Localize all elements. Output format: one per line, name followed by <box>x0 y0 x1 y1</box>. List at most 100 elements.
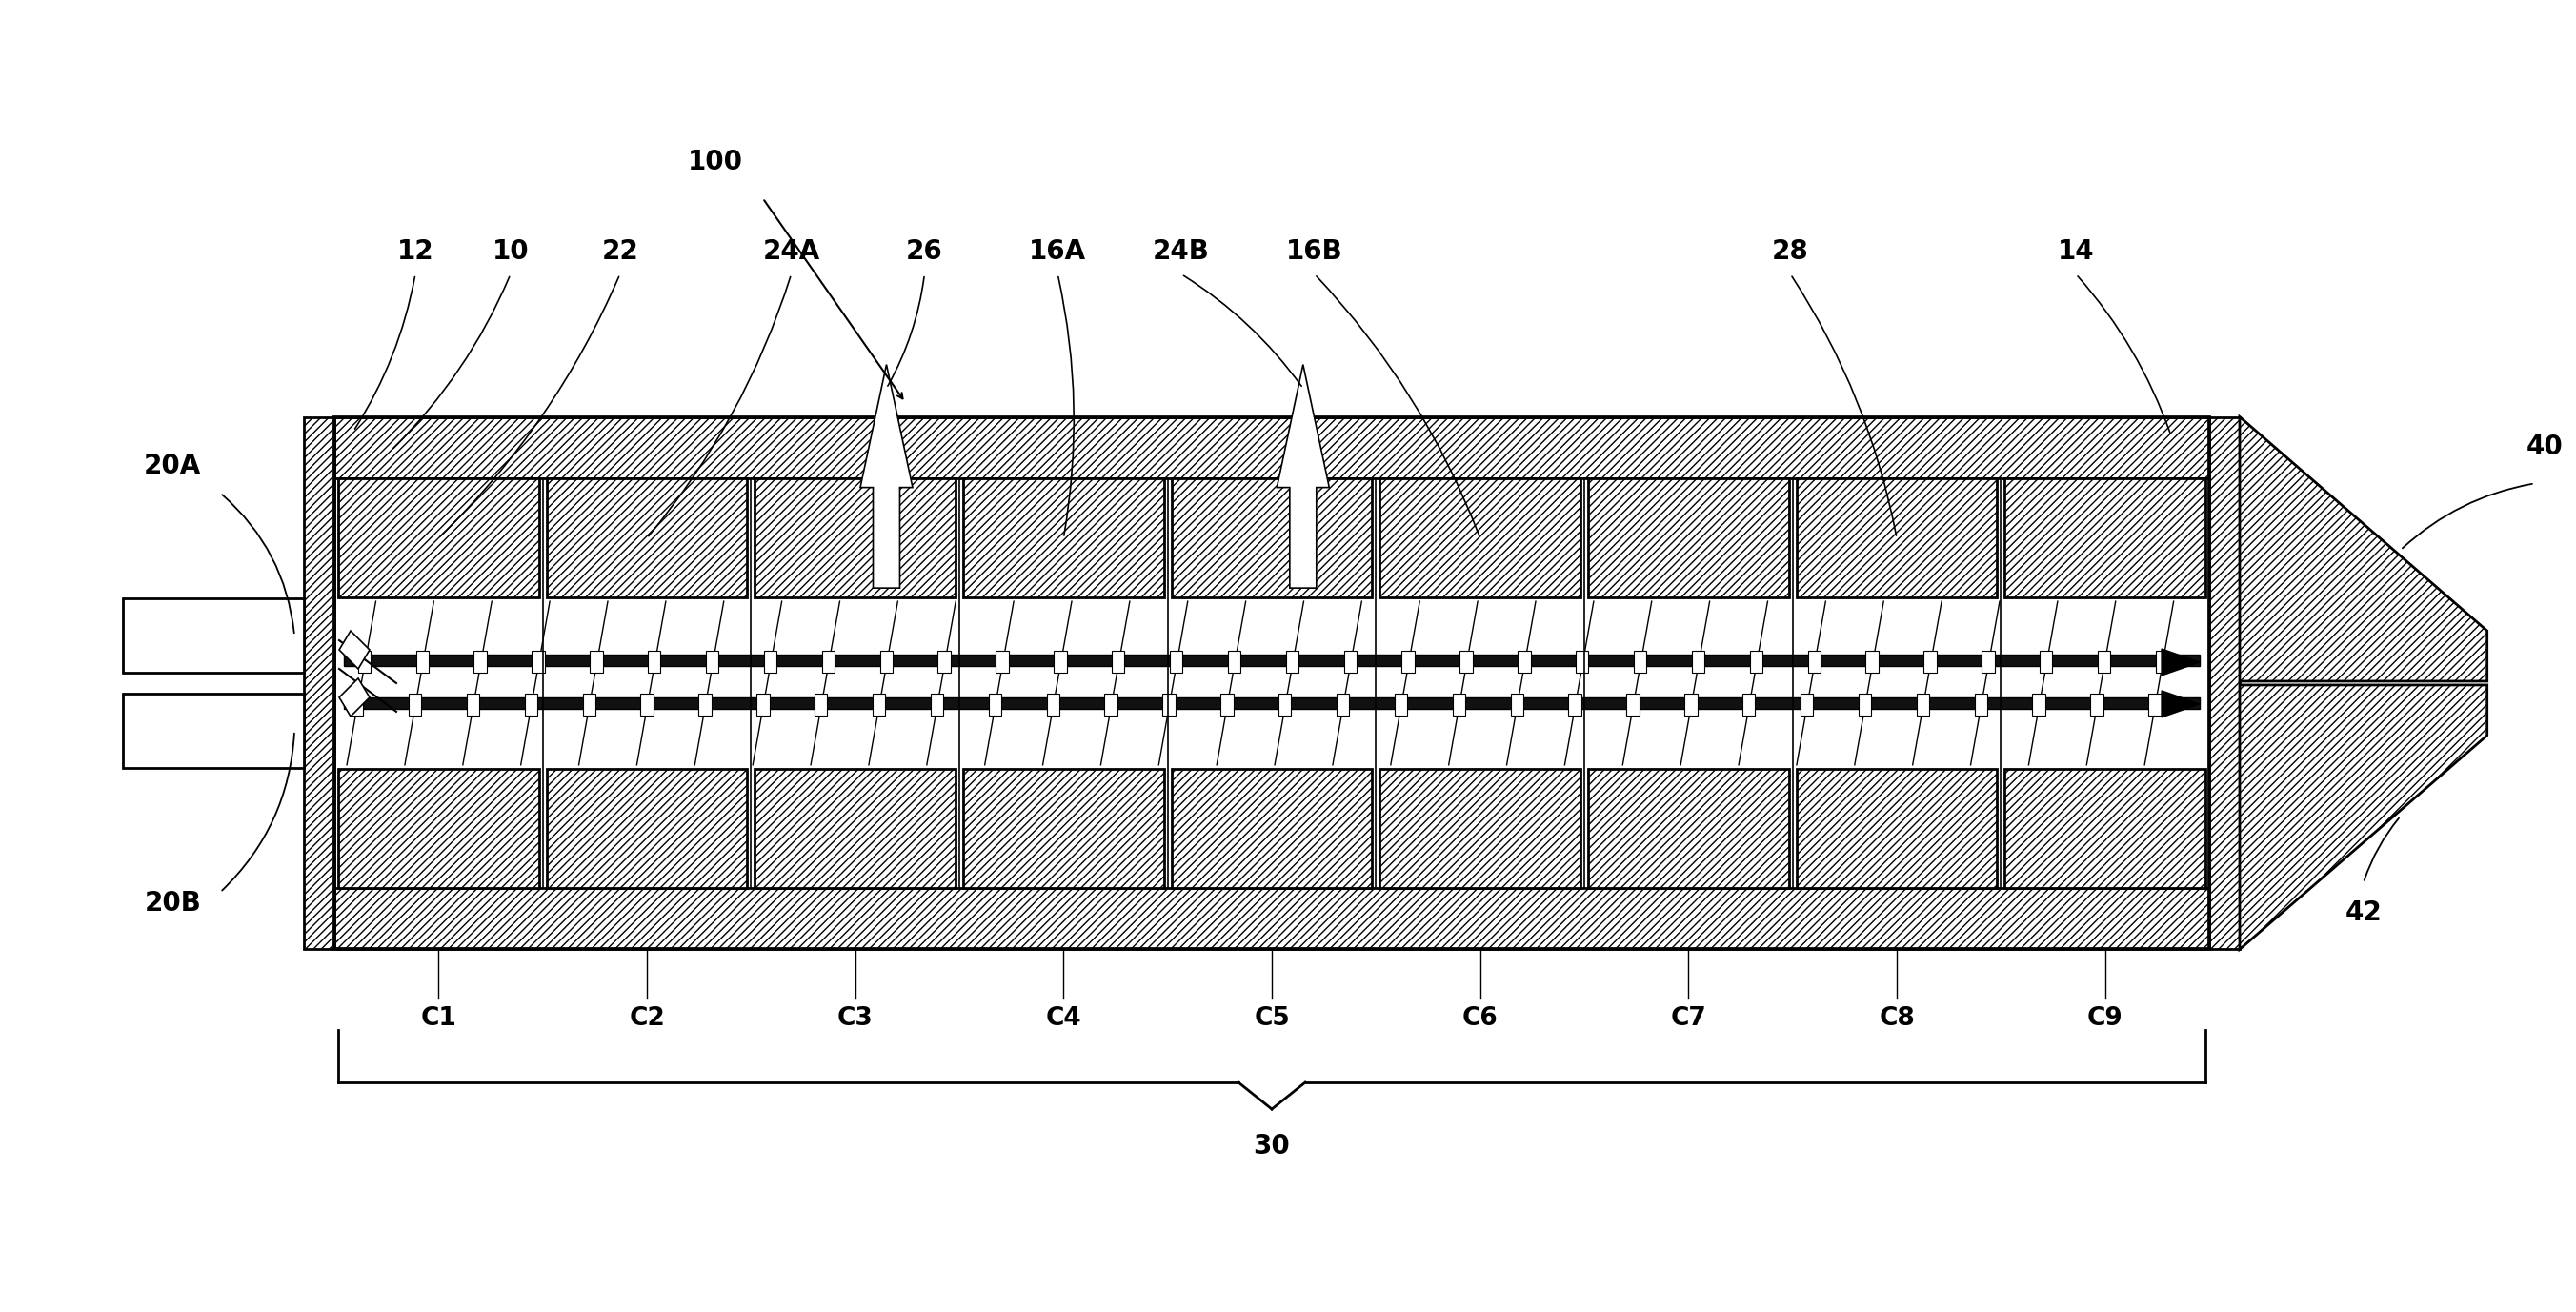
Bar <box>345 698 2200 708</box>
Bar <box>345 655 2200 666</box>
Bar <box>1394 693 1406 715</box>
Text: 12: 12 <box>397 237 433 265</box>
Bar <box>814 693 827 715</box>
Bar <box>1046 693 1059 715</box>
Bar <box>822 651 835 673</box>
Bar <box>335 417 2210 950</box>
Bar <box>1569 693 1582 715</box>
Bar <box>930 693 943 715</box>
Polygon shape <box>2239 685 2486 950</box>
Bar <box>546 769 747 887</box>
Bar <box>2097 651 2110 673</box>
Polygon shape <box>340 631 368 669</box>
Bar <box>1170 651 1182 673</box>
Bar <box>1795 769 1996 887</box>
Bar <box>698 693 711 715</box>
Bar <box>124 598 304 673</box>
Text: 100: 100 <box>688 148 742 176</box>
Bar <box>881 651 891 673</box>
Text: C1: C1 <box>420 1006 456 1031</box>
Text: 20A: 20A <box>144 453 201 480</box>
Bar <box>765 651 775 673</box>
Bar <box>755 769 956 887</box>
Bar <box>755 479 956 597</box>
Bar <box>304 417 335 950</box>
Bar <box>2004 769 2205 887</box>
Bar <box>1808 651 1821 673</box>
Bar <box>466 693 479 715</box>
Bar <box>358 651 371 673</box>
Bar <box>1337 693 1350 715</box>
Text: C9: C9 <box>2087 1006 2123 1031</box>
Text: C5: C5 <box>1255 1006 1291 1031</box>
Text: 16B: 16B <box>1285 237 1342 265</box>
Text: 22: 22 <box>600 237 639 265</box>
Bar <box>1917 693 1929 715</box>
Bar <box>337 769 538 887</box>
Bar <box>963 479 1164 597</box>
Bar <box>757 693 770 715</box>
Bar <box>337 479 538 597</box>
Text: 14: 14 <box>2058 237 2094 265</box>
Bar <box>415 651 428 673</box>
Text: 28: 28 <box>1772 237 1808 265</box>
Bar <box>1795 479 1996 597</box>
Text: 20B: 20B <box>144 891 201 917</box>
Bar <box>1461 651 1473 673</box>
Bar <box>1625 693 1638 715</box>
Bar <box>641 693 654 715</box>
Bar <box>1741 693 1754 715</box>
Bar <box>1510 693 1522 715</box>
Bar <box>590 651 603 673</box>
Bar <box>2148 693 2161 715</box>
Bar <box>1973 693 1986 715</box>
Bar <box>1577 651 1589 673</box>
Bar <box>1692 651 1705 673</box>
Bar <box>706 651 719 673</box>
Bar <box>1381 479 1582 597</box>
Text: 24B: 24B <box>1154 237 1211 265</box>
Bar <box>531 651 544 673</box>
Bar <box>1278 693 1291 715</box>
Bar <box>1172 479 1373 597</box>
Polygon shape <box>2239 417 2486 681</box>
Bar <box>1172 769 1373 887</box>
Text: 40: 40 <box>2524 434 2563 461</box>
Bar <box>1924 651 1937 673</box>
Bar <box>1345 651 1358 673</box>
Bar <box>1381 769 1582 887</box>
Bar <box>1749 651 1762 673</box>
Text: C7: C7 <box>1669 1006 1705 1031</box>
Text: 30: 30 <box>1255 1132 1291 1160</box>
Bar <box>2032 693 2045 715</box>
Text: 16A: 16A <box>1028 237 1087 265</box>
Bar <box>124 694 304 768</box>
Bar <box>1113 651 1126 673</box>
Bar <box>546 479 747 597</box>
Bar <box>1229 651 1242 673</box>
Bar <box>2004 479 2205 597</box>
Bar <box>335 417 2210 479</box>
Polygon shape <box>1278 365 1329 588</box>
Bar <box>1162 693 1175 715</box>
Bar <box>1285 651 1298 673</box>
Bar <box>1221 693 1234 715</box>
Bar <box>1054 651 1066 673</box>
Text: C3: C3 <box>837 1006 873 1031</box>
Bar <box>1857 693 1870 715</box>
Bar <box>1865 651 1878 673</box>
Bar <box>997 651 1010 673</box>
Bar <box>1587 479 1788 597</box>
Bar <box>989 693 1002 715</box>
Bar <box>474 651 487 673</box>
Text: C6: C6 <box>1463 1006 1499 1031</box>
Polygon shape <box>2161 649 2200 676</box>
Text: 10: 10 <box>492 237 528 265</box>
Bar <box>1517 651 1530 673</box>
Bar <box>938 651 951 673</box>
Bar <box>1401 651 1414 673</box>
Bar <box>526 693 538 715</box>
Bar <box>873 693 886 715</box>
Polygon shape <box>2161 690 2200 718</box>
Text: 24A: 24A <box>762 237 819 265</box>
